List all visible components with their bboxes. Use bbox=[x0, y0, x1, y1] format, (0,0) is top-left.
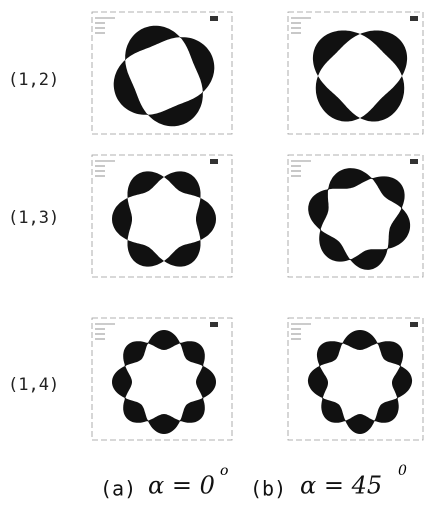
figure: (1,2) (1,3) (1,4) (a) α = 0 o (b) α = 45… bbox=[0, 0, 425, 508]
row-label: (1,4) bbox=[8, 375, 59, 395]
caption-label: (a) bbox=[100, 477, 136, 501]
mode-shape bbox=[112, 330, 216, 434]
panel-legend-mark bbox=[410, 159, 418, 164]
caption-superscript: o bbox=[220, 463, 228, 479]
panel-legend-mark bbox=[410, 322, 418, 327]
mode-shape bbox=[114, 26, 215, 127]
mode-shape bbox=[112, 171, 216, 266]
row-label: (1,3) bbox=[8, 208, 59, 228]
row-label: (1,2) bbox=[8, 70, 59, 90]
mode-shape bbox=[313, 31, 407, 122]
mode-shape bbox=[308, 168, 410, 270]
panel-legend-mark bbox=[210, 322, 218, 327]
panel-legend-mark bbox=[410, 16, 418, 21]
caption-formula: α = 45 bbox=[300, 472, 382, 500]
panel-legend-mark bbox=[210, 16, 218, 21]
caption-superscript: 0 bbox=[398, 463, 407, 479]
caption-formula: α = 0 bbox=[148, 472, 215, 500]
caption-label: (b) bbox=[250, 477, 286, 501]
panel-legend-mark bbox=[210, 159, 218, 164]
mode-shape bbox=[308, 330, 412, 434]
